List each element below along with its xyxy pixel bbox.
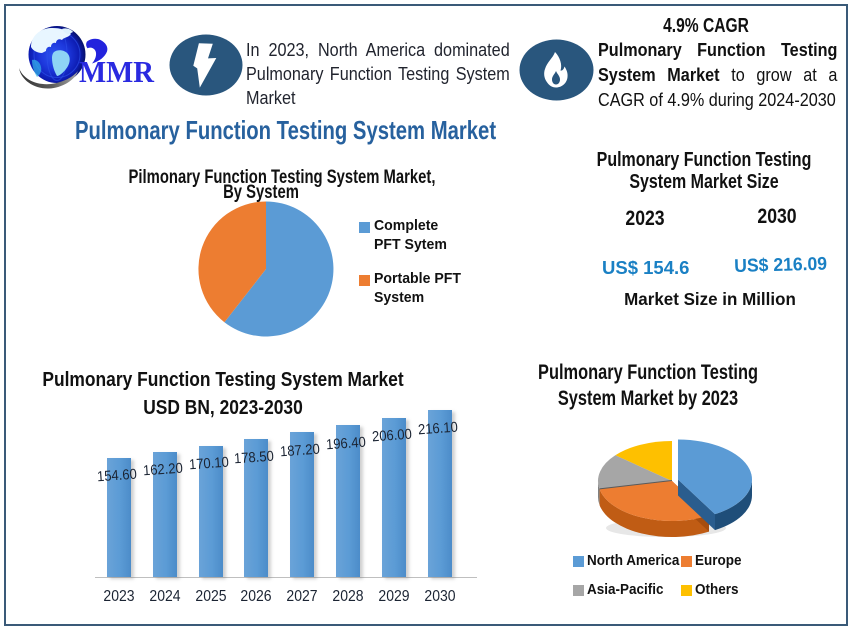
svg-text:MMR: MMR: [79, 54, 155, 89]
